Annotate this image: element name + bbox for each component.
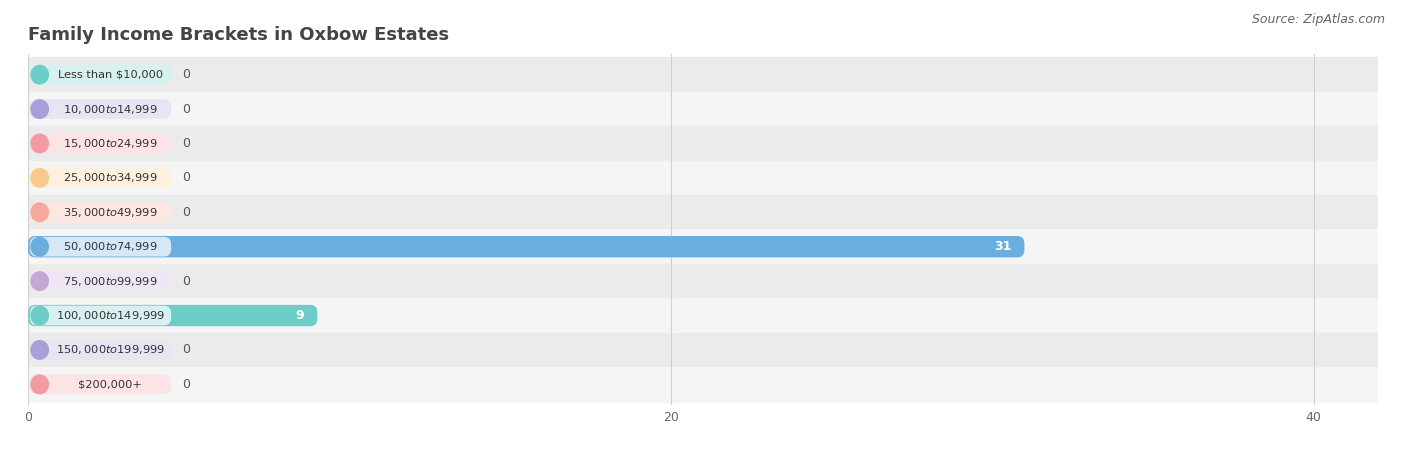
Bar <box>28 58 1378 92</box>
Text: 9: 9 <box>295 309 305 322</box>
Circle shape <box>31 203 48 221</box>
FancyBboxPatch shape <box>30 202 172 222</box>
Circle shape <box>31 169 48 187</box>
Circle shape <box>31 134 48 153</box>
Bar <box>28 92 1378 126</box>
Circle shape <box>31 100 48 118</box>
Text: $100,000 to $149,999: $100,000 to $149,999 <box>56 309 165 322</box>
Text: Source: ZipAtlas.com: Source: ZipAtlas.com <box>1251 14 1385 27</box>
FancyBboxPatch shape <box>28 236 1025 257</box>
Text: 0: 0 <box>183 103 190 116</box>
Circle shape <box>31 341 48 359</box>
Text: 0: 0 <box>183 206 190 219</box>
Circle shape <box>31 65 48 84</box>
Text: $25,000 to $34,999: $25,000 to $34,999 <box>63 171 157 184</box>
Circle shape <box>31 375 48 394</box>
Circle shape <box>31 238 48 256</box>
Text: Family Income Brackets in Oxbow Estates: Family Income Brackets in Oxbow Estates <box>28 26 450 44</box>
Bar <box>28 195 1378 230</box>
Text: $10,000 to $14,999: $10,000 to $14,999 <box>63 103 157 116</box>
Text: 0: 0 <box>183 137 190 150</box>
Circle shape <box>31 272 48 290</box>
Text: $200,000+: $200,000+ <box>79 379 142 389</box>
Text: $50,000 to $74,999: $50,000 to $74,999 <box>63 240 157 253</box>
Bar <box>28 230 1378 264</box>
Text: Less than $10,000: Less than $10,000 <box>58 70 163 80</box>
FancyBboxPatch shape <box>30 65 172 85</box>
Bar <box>28 367 1378 401</box>
Bar <box>28 126 1378 161</box>
FancyBboxPatch shape <box>30 271 172 291</box>
FancyBboxPatch shape <box>30 168 172 188</box>
FancyBboxPatch shape <box>30 99 172 119</box>
Bar <box>28 333 1378 367</box>
Bar <box>28 264 1378 298</box>
Text: 0: 0 <box>183 274 190 288</box>
Text: $150,000 to $199,999: $150,000 to $199,999 <box>56 343 165 356</box>
FancyBboxPatch shape <box>30 374 172 394</box>
Circle shape <box>31 306 48 325</box>
Text: $15,000 to $24,999: $15,000 to $24,999 <box>63 137 157 150</box>
Text: 0: 0 <box>183 343 190 356</box>
Text: 31: 31 <box>994 240 1011 253</box>
FancyBboxPatch shape <box>30 237 172 256</box>
Text: 0: 0 <box>183 171 190 184</box>
Text: $75,000 to $99,999: $75,000 to $99,999 <box>63 274 157 288</box>
Bar <box>28 298 1378 333</box>
Text: 0: 0 <box>183 68 190 81</box>
Text: $35,000 to $49,999: $35,000 to $49,999 <box>63 206 157 219</box>
Bar <box>28 161 1378 195</box>
FancyBboxPatch shape <box>30 340 172 360</box>
FancyBboxPatch shape <box>30 134 172 153</box>
FancyBboxPatch shape <box>30 306 172 325</box>
Text: 0: 0 <box>183 378 190 391</box>
FancyBboxPatch shape <box>28 305 318 326</box>
